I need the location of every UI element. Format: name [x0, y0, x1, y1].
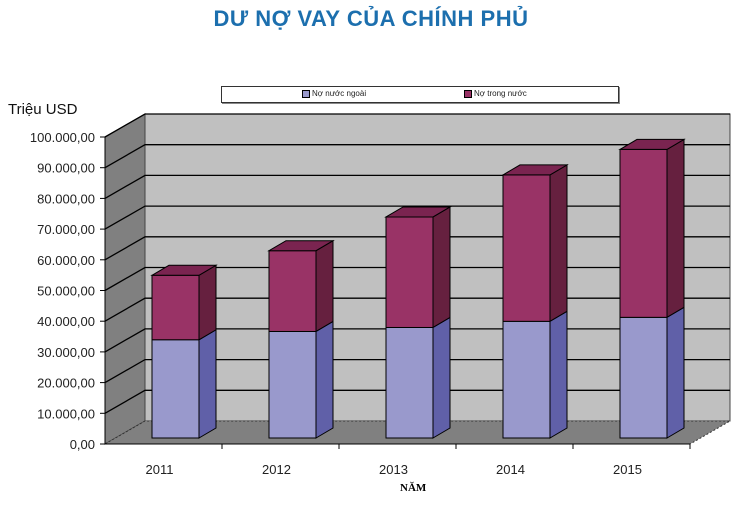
legend: Nợ nước ngoài Nợ trong nước	[221, 86, 619, 103]
bar-side	[432, 316, 451, 439]
y-tick-label: 0,00	[70, 437, 95, 452]
x-axis-label: NĂM	[400, 482, 427, 494]
legend-item-external: Nợ nước ngoài	[302, 89, 366, 98]
y-tick-label: 100.000,00	[30, 130, 95, 145]
bar-side	[432, 206, 451, 329]
x-tick-label: 2012	[262, 462, 291, 477]
bar-side	[315, 320, 334, 439]
bar-2012-external	[268, 330, 317, 439]
bar-side	[315, 239, 334, 333]
x-tick-label: 2013	[379, 462, 408, 477]
bar-top	[618, 138, 686, 150]
y-tick-label: 90.000,00	[37, 161, 95, 176]
bar-side	[666, 138, 685, 319]
bar-side	[198, 328, 217, 439]
bar-side	[549, 310, 568, 439]
bar-side	[666, 306, 685, 439]
bar-2014-external	[502, 320, 551, 439]
gridline	[104, 144, 730, 169]
y-tick-label: 20.000,00	[37, 376, 95, 391]
bar-2011-external	[151, 339, 200, 439]
chart-title: DƯ NỢ VAY CỦA CHÍNH PHỦ	[213, 6, 529, 31]
y-tick-label: 80.000,00	[37, 191, 95, 206]
x-tick-label: 2011	[146, 462, 174, 477]
legend-swatch	[464, 89, 472, 98]
legend-label: Nợ nước ngoài	[312, 89, 367, 98]
bar-top	[384, 206, 452, 218]
legend-label: Nợ trong nước	[474, 89, 527, 98]
y-axis-label: Triệu USD	[8, 101, 78, 118]
y-tick-label: 70.000,00	[37, 222, 95, 237]
x-tick-label: 2014	[496, 462, 525, 477]
bar-side	[549, 164, 568, 323]
bar-2013-external	[385, 326, 434, 439]
legend-item-domestic: Nợ trong nước	[464, 89, 527, 98]
bar-2015-external	[619, 316, 668, 439]
bar-top	[267, 240, 335, 252]
bar-side	[198, 264, 217, 341]
bar-2012-domestic	[268, 250, 317, 332]
bar-top	[150, 264, 218, 276]
y-tick-label: 40.000,00	[37, 314, 95, 329]
bar-2014-domestic	[502, 174, 551, 322]
legend-swatch	[302, 89, 310, 98]
y-tick-label: 60.000,00	[37, 253, 95, 268]
bar-2015-domestic	[619, 148, 668, 318]
bar-2013-domestic	[385, 216, 434, 328]
x-tick-label: 2015	[613, 462, 642, 477]
bar-2011-domestic	[151, 274, 200, 341]
bar-top	[501, 164, 569, 176]
y-tick-label: 50.000,00	[37, 284, 95, 299]
y-tick-label: 10.000,00	[37, 406, 95, 421]
y-tick-label: 30.000,00	[37, 345, 95, 360]
gridline	[104, 113, 730, 138]
